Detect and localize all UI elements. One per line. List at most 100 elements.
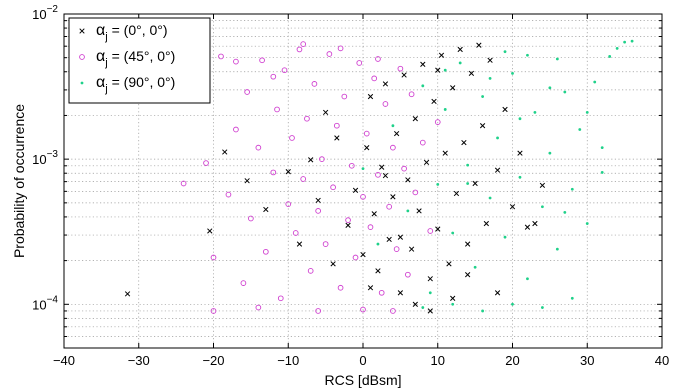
data-point (533, 110, 537, 114)
data-point (382, 101, 389, 107)
data-point (570, 187, 574, 191)
data-point (427, 276, 433, 282)
legend-marker (80, 81, 84, 85)
x-tick-label: 40 (655, 353, 669, 368)
data-point (436, 182, 440, 186)
data-point (408, 246, 415, 252)
data-point (233, 58, 239, 65)
legend-marker (79, 54, 85, 60)
x-tick-label: 30 (580, 353, 594, 368)
data-point (524, 224, 531, 230)
data-point (453, 190, 460, 197)
data-point (218, 53, 224, 60)
x-tick-label: −30 (128, 353, 150, 368)
data-point (435, 226, 441, 232)
data-point (457, 46, 463, 53)
data-point (330, 184, 336, 191)
legend-label: αj = (45°, 0°) (96, 48, 175, 69)
data-point (446, 261, 452, 267)
data-point (421, 84, 425, 88)
data-point (434, 119, 441, 125)
data-point (376, 242, 380, 246)
legend-label: αj = (90°, 0°) (96, 74, 175, 95)
x-tick-label: −10 (277, 353, 299, 368)
data-point (292, 230, 299, 236)
data-point (464, 241, 471, 247)
data-point (263, 206, 269, 213)
data-point (207, 228, 213, 234)
data-point (391, 124, 395, 128)
data-point (393, 246, 400, 252)
data-point (443, 68, 447, 72)
x-tick-labels: −40 −30 −20 −10 0 10 20 30 40 (53, 353, 669, 368)
y-tick-labels: 10−2 10−3 10−4 (32, 4, 58, 312)
data-point (630, 39, 634, 43)
data-point (240, 280, 247, 286)
data-point (367, 93, 374, 100)
data-point (509, 204, 516, 210)
data-point (337, 45, 344, 52)
data-point (412, 301, 418, 307)
legend-marker (79, 28, 85, 34)
data-point (210, 254, 217, 261)
data-point (371, 211, 377, 217)
data-point (334, 135, 340, 141)
data-point (481, 95, 484, 98)
data-point (296, 46, 303, 53)
data-point (468, 70, 475, 77)
data-point (262, 248, 269, 255)
data-point (319, 156, 325, 163)
data-point (623, 40, 627, 44)
data-point (360, 251, 366, 258)
data-point (476, 42, 482, 48)
data-point (364, 145, 370, 151)
data-point (244, 178, 250, 184)
data-point (412, 116, 418, 122)
data-point (375, 56, 381, 62)
data-point (555, 247, 559, 251)
data-point (450, 85, 456, 91)
data-point (352, 254, 359, 261)
data-point (371, 75, 378, 82)
data-point (397, 234, 404, 240)
data-point (503, 50, 507, 54)
data-point (375, 268, 381, 274)
x-tick-label: −40 (53, 353, 75, 368)
x-axis-label: RCS [dBsm] (324, 372, 401, 388)
data-point (222, 149, 228, 155)
data-point (450, 295, 456, 301)
data-point (296, 241, 303, 247)
series-2 (361, 39, 634, 313)
data-point (416, 208, 422, 214)
data-point (466, 182, 470, 185)
series-0 (124, 42, 546, 314)
legend: αj = (0°, 0°) αj = (45°, 0°) αj = (90°, 0°… (68, 17, 211, 104)
data-point (382, 81, 389, 87)
data-point (304, 115, 310, 122)
data-point (502, 106, 508, 113)
data-point (503, 235, 507, 239)
data-point (285, 169, 291, 175)
data-point (555, 57, 559, 61)
data-point (608, 55, 612, 58)
data-point (255, 304, 262, 311)
data-point (210, 308, 217, 314)
x-tick-label: 0 (359, 353, 366, 368)
data-point (390, 144, 396, 151)
data-point (330, 261, 336, 267)
data-point (423, 159, 430, 166)
data-point (419, 139, 426, 146)
data-point (281, 67, 288, 74)
data-point (390, 308, 396, 314)
data-point (427, 308, 433, 314)
data-point (593, 80, 597, 84)
data-point (464, 272, 471, 278)
data-point (563, 210, 567, 214)
y-axis-label: Probability of occurrence (11, 104, 27, 258)
data-point (397, 65, 404, 72)
data-point (526, 53, 529, 57)
data-point (487, 57, 493, 63)
data-point (361, 167, 365, 171)
data-points (124, 39, 634, 314)
